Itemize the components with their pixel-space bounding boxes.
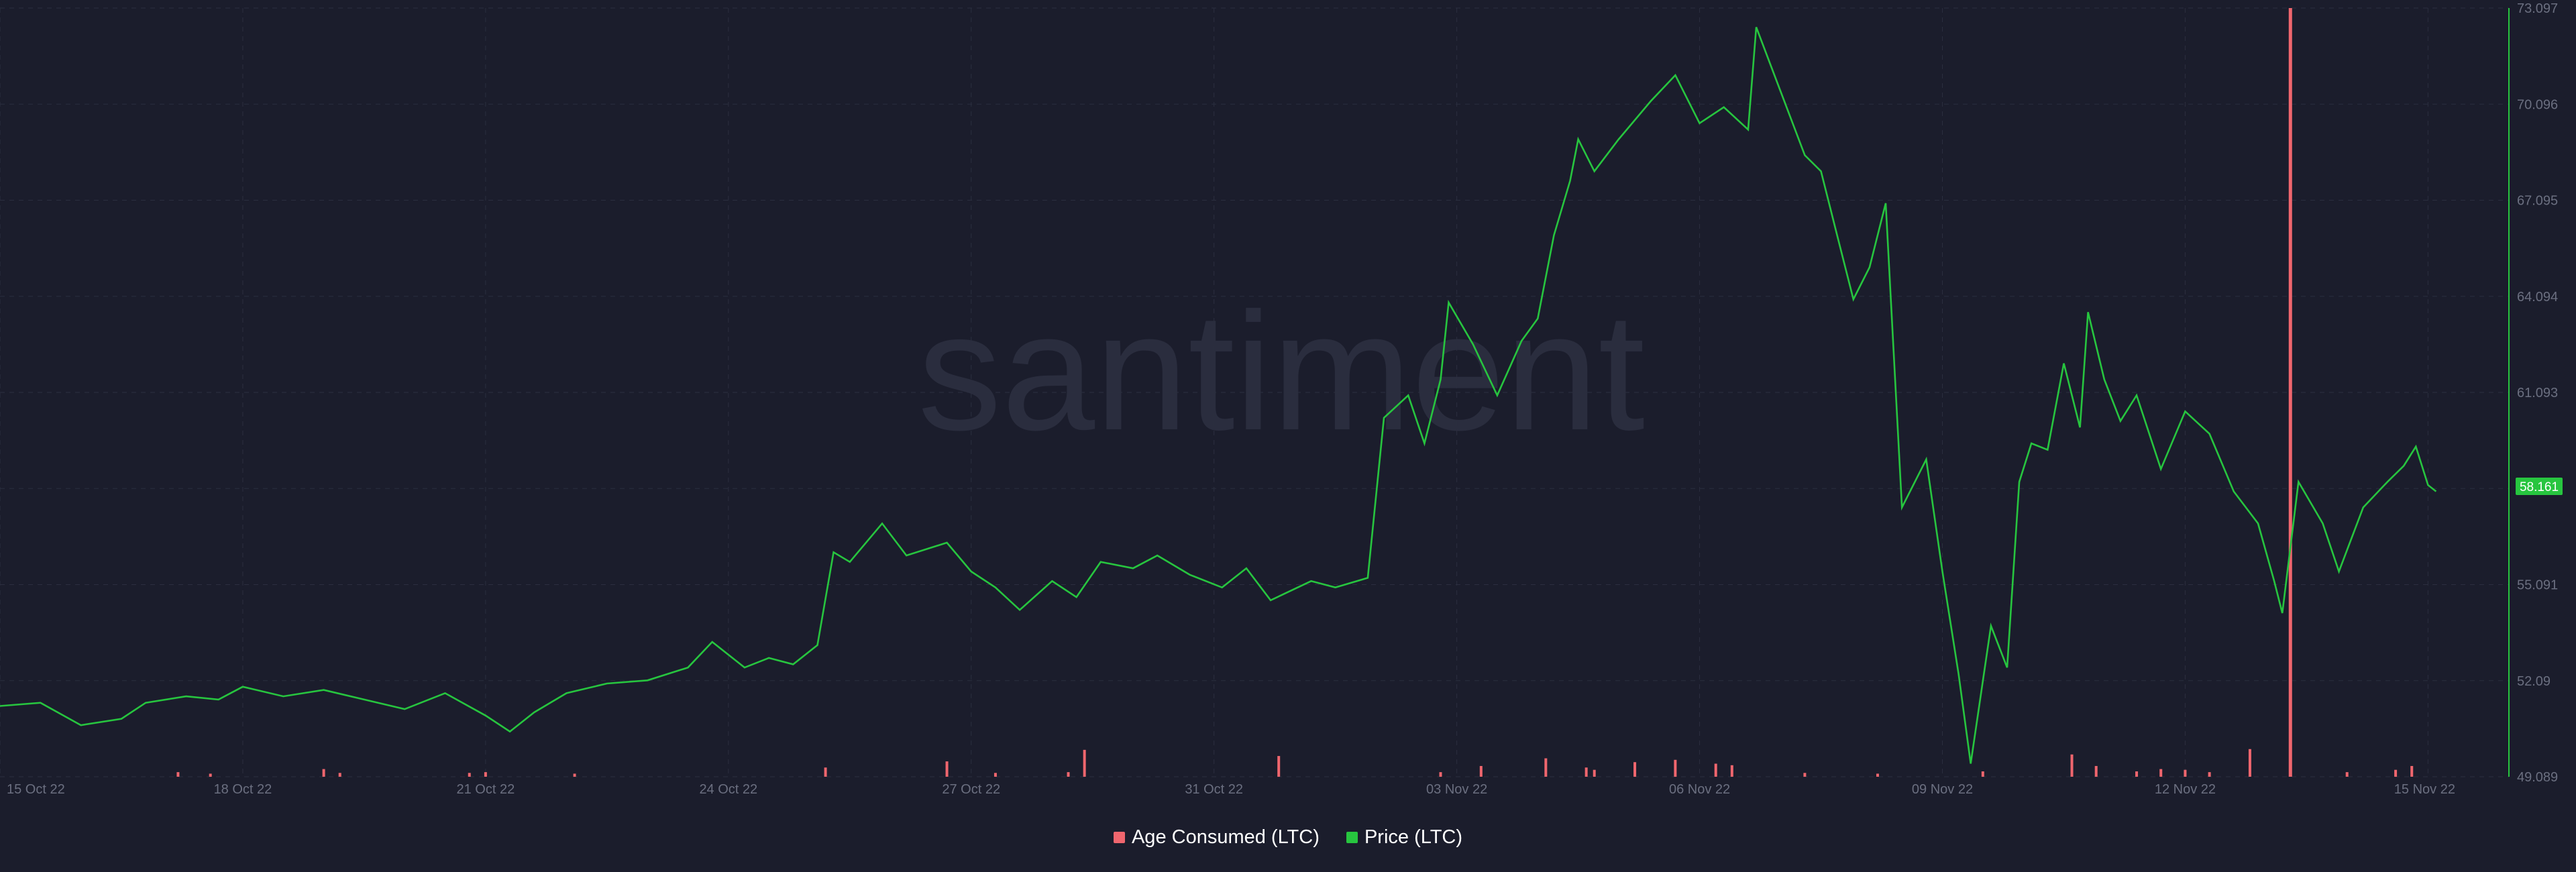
current-price-badge-bg: [2516, 477, 2563, 495]
x-tick-label: 18 Oct 22: [214, 782, 272, 797]
age-consumed-bar: [1585, 767, 1588, 777]
age-consumed-bar: [1876, 773, 1879, 777]
age-consumed-bar: [1593, 769, 1596, 777]
age-consumed-bar: [1714, 763, 1717, 777]
x-tick-label: 31 Oct 22: [1185, 782, 1243, 797]
chart-legend: Age Consumed (LTC) Price (LTC): [0, 826, 2576, 849]
y-axis-ticks: 49.08952.0955.09158.09261.09364.09467.09…: [2517, 1, 2558, 785]
legend-label-age-consumed: Age Consumed (LTC): [1131, 826, 1320, 848]
current-price-label: 58.161: [2520, 480, 2559, 494]
age-consumed-bar: [1633, 762, 1637, 777]
age-consumed-bar: [338, 773, 341, 777]
x-tick-label: 03 Nov 22: [1426, 782, 1487, 797]
age-consumed-bar: [2094, 765, 2098, 777]
y-tick-label: 55.091: [2517, 578, 2558, 593]
legend-label-price: Price (LTC): [1364, 826, 1463, 848]
age-consumed-bar: [2184, 769, 2187, 777]
x-tick-label: 15 Oct 22: [7, 782, 65, 797]
age-consumed-bar: [994, 773, 997, 777]
age-consumed-bar: [1277, 756, 1281, 777]
x-tick-label: 27 Oct 22: [942, 782, 1000, 797]
x-tick-label: 09 Nov 22: [1912, 782, 1973, 797]
age-consumed-bar: [1439, 772, 1442, 777]
santiment-watermark: santiment: [918, 278, 1645, 465]
age-consumed-bar: [1479, 765, 1483, 777]
age-consumed-bar: [2288, 8, 2292, 777]
price-swatch: [1346, 832, 1358, 843]
age-consumed-bar: [209, 773, 212, 777]
age-consumed-bar: [1803, 773, 1807, 777]
age-consumed-bars[interactable]: [176, 8, 2414, 777]
legend-item-age-consumed[interactable]: Age Consumed (LTC): [1113, 826, 1320, 849]
legend-item-price[interactable]: Price (LTC): [1346, 826, 1462, 849]
age-consumed-bar: [2070, 754, 2074, 777]
age-consumed-bar: [1083, 749, 1086, 777]
age-consumed-bar: [176, 772, 180, 777]
y-tick-label: 52.09: [2517, 674, 2551, 689]
age-consumed-swatch: [1113, 832, 1125, 843]
age-consumed-bar: [2135, 771, 2139, 777]
age-consumed-bar: [2208, 772, 2211, 777]
age-consumed-bar: [945, 761, 949, 777]
x-tick-label: 24 Oct 22: [699, 782, 757, 797]
age-consumed-bar: [2410, 765, 2414, 777]
age-consumed-bar: [824, 767, 827, 777]
y-tick-label: 64.094: [2517, 290, 2558, 305]
age-consumed-bar: [468, 773, 471, 777]
y-tick-label: 61.093: [2517, 386, 2558, 400]
age-consumed-bar: [1730, 765, 1733, 777]
age-consumed-bar: [484, 772, 487, 777]
age-consumed-bar: [1544, 758, 1548, 777]
y-tick-label: 70.096: [2517, 97, 2558, 112]
age-consumed-bar: [1067, 772, 1070, 777]
x-axis-ticks: 15 Oct 22 18 Oct 22 21 Oct 22 24 Oct 22 27 O…: [7, 782, 2455, 797]
grid-lines: [0, 7, 2509, 777]
age-consumed-bar: [2345, 772, 2349, 777]
age-consumed-bar: [2159, 769, 2163, 777]
x-tick-label: 06 Nov 22: [1669, 782, 1730, 797]
price-line[interactable]: [0, 27, 2437, 764]
age-consumed-bar: [1981, 771, 1984, 777]
x-tick-label: 15 Nov 22: [2394, 782, 2455, 797]
y-tick-label: 67.095: [2517, 194, 2558, 209]
age-consumed-bar: [322, 769, 325, 777]
x-tick-label: 12 Nov 22: [2155, 782, 2216, 797]
y-tick-label: 49.089: [2517, 770, 2558, 785]
current-price-badge: 58.161: [2516, 477, 2563, 495]
x-tick-label: 21 Oct 22: [457, 782, 515, 797]
age-consumed-bar: [2248, 749, 2251, 777]
y-tick-label: 73.097: [2517, 1, 2558, 16]
age-consumed-bar: [573, 773, 576, 777]
age-consumed-bar: [1674, 759, 1677, 777]
age-consumed-bar: [2394, 769, 2398, 777]
